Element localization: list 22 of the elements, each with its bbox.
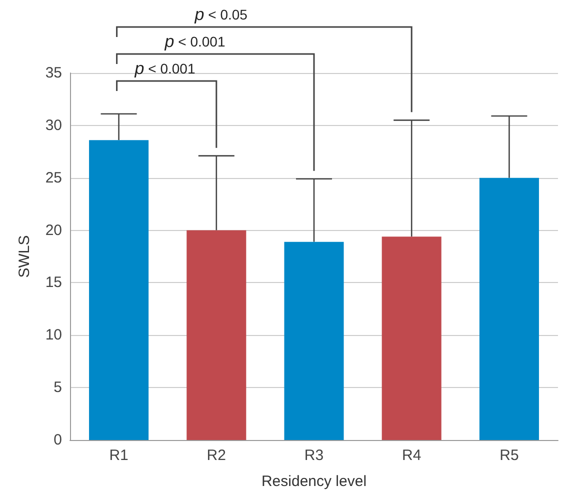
y-tick-label: 30 bbox=[45, 116, 62, 134]
y-tick-label: 15 bbox=[45, 274, 62, 292]
y-tick-label: 10 bbox=[45, 326, 62, 344]
y-tick-label: 0 bbox=[54, 432, 62, 448]
bar bbox=[186, 230, 246, 440]
text: p < 0.001 bbox=[164, 32, 226, 51]
bar bbox=[382, 236, 442, 440]
y-tick-label: 20 bbox=[45, 222, 62, 239]
x-tick-label: R3 bbox=[304, 447, 324, 464]
x-tick-label: R1 bbox=[109, 447, 128, 464]
y-tick-label: 5 bbox=[54, 379, 62, 396]
bar bbox=[284, 242, 344, 440]
y-tick-label: 35 bbox=[45, 64, 62, 82]
x-tick-label: R2 bbox=[206, 447, 226, 464]
x-axis-title: Residency level bbox=[261, 473, 367, 490]
y-axis-title: SWLS bbox=[16, 235, 33, 278]
annotation: p < 0.001 bbox=[134, 59, 196, 78]
x-tick-label: R5 bbox=[500, 447, 519, 464]
text: p < 0.05 bbox=[194, 5, 248, 24]
y-tick-label: 25 bbox=[45, 169, 62, 186]
bar bbox=[479, 178, 539, 440]
x-tick-label: R4 bbox=[402, 447, 422, 464]
